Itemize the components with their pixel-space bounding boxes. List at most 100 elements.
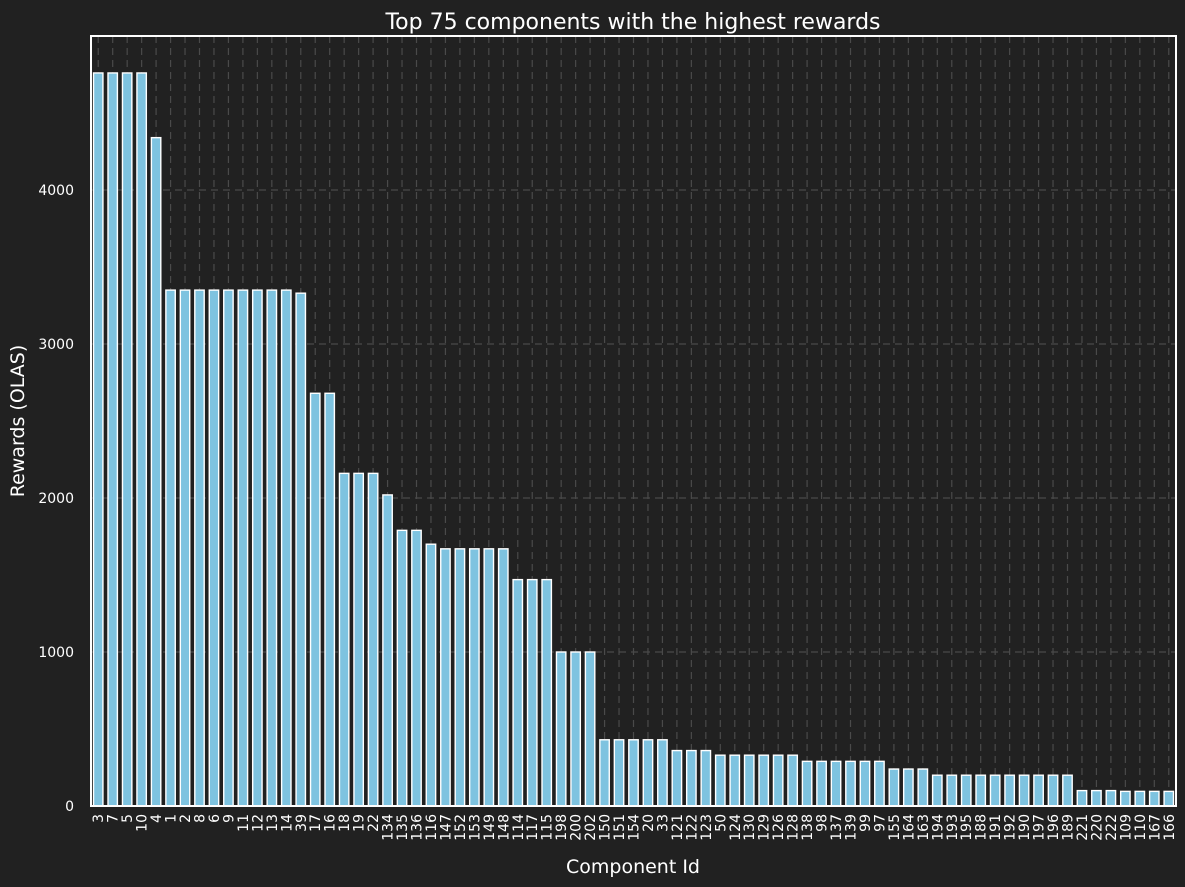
bar-191 bbox=[989, 774, 1001, 807]
bar-117 bbox=[526, 578, 538, 807]
x-tick-label: 197 bbox=[1032, 814, 1048, 841]
bar-194 bbox=[931, 774, 943, 807]
x-tick-label: 190 bbox=[1017, 814, 1033, 841]
bar-151 bbox=[613, 739, 625, 807]
bar-9 bbox=[223, 289, 234, 807]
bar-193 bbox=[946, 774, 958, 807]
bar-192 bbox=[1004, 774, 1016, 807]
x-tick-label: 191 bbox=[988, 814, 1004, 841]
x-tick-label: 195 bbox=[959, 814, 975, 841]
bar-189 bbox=[1062, 774, 1073, 807]
x-tick-label: 7 bbox=[106, 814, 122, 823]
x-tick-label: 134 bbox=[381, 814, 397, 841]
x-tick-label: 114 bbox=[511, 814, 527, 841]
bar-149 bbox=[483, 548, 495, 807]
bar-126 bbox=[772, 754, 784, 807]
x-tick-label: 122 bbox=[684, 814, 700, 841]
x-tick-label: 115 bbox=[540, 814, 556, 841]
x-tick-label: 135 bbox=[395, 814, 411, 841]
x-tick-label: 50 bbox=[713, 814, 729, 832]
x-tick-label: 222 bbox=[1104, 814, 1120, 841]
bar-122 bbox=[685, 749, 697, 807]
x-tick-label: 121 bbox=[670, 814, 686, 841]
bar-16 bbox=[324, 392, 336, 807]
bar-17 bbox=[309, 392, 321, 807]
bar-166 bbox=[1163, 790, 1175, 807]
bar-116 bbox=[425, 543, 437, 807]
x-tick-label: 147 bbox=[438, 814, 454, 841]
x-tick-label: 4 bbox=[149, 814, 165, 823]
y-tick-label: 4000 bbox=[38, 183, 74, 199]
x-tick-label: 220 bbox=[1089, 814, 1105, 841]
bar-148 bbox=[497, 548, 509, 807]
bar-123 bbox=[700, 749, 712, 807]
bars-layer bbox=[92, 72, 1175, 807]
bar-8 bbox=[194, 289, 205, 807]
bar-164 bbox=[902, 768, 914, 807]
x-ticks: 3751041286911121314391716181922134135136… bbox=[91, 814, 1178, 841]
bar-2 bbox=[179, 289, 191, 807]
bar-221 bbox=[1076, 789, 1088, 807]
bar-198 bbox=[555, 651, 567, 807]
bar-121 bbox=[671, 749, 683, 807]
x-tick-label: 2 bbox=[178, 814, 194, 823]
bar-188 bbox=[975, 774, 987, 807]
bar-155 bbox=[888, 768, 900, 807]
y-tick-label: 1000 bbox=[38, 645, 74, 661]
x-tick-label: 155 bbox=[887, 814, 903, 841]
bar-13 bbox=[266, 289, 278, 807]
bar-11 bbox=[237, 289, 249, 807]
x-tick-label: 154 bbox=[627, 814, 643, 841]
x-tick-label: 98 bbox=[815, 814, 831, 832]
x-tick-label: 3 bbox=[91, 814, 107, 823]
x-tick-label: 193 bbox=[945, 814, 961, 841]
x-tick-label: 5 bbox=[120, 814, 136, 823]
bar-220 bbox=[1091, 789, 1102, 807]
bar-22 bbox=[367, 472, 379, 807]
bar-12 bbox=[251, 289, 263, 807]
bar-138 bbox=[801, 760, 813, 807]
bar-109 bbox=[1119, 790, 1131, 807]
bar-19 bbox=[353, 472, 365, 807]
x-tick-label: 117 bbox=[525, 814, 541, 841]
x-tick-label: 116 bbox=[424, 814, 440, 841]
bar-97 bbox=[874, 760, 885, 807]
x-tick-label: 12 bbox=[250, 814, 266, 832]
chart-title: Top 75 components with the highest rewar… bbox=[384, 10, 880, 35]
bar-222 bbox=[1105, 789, 1117, 807]
bar-114 bbox=[512, 578, 524, 807]
bar-196 bbox=[1047, 774, 1059, 807]
bar-115 bbox=[541, 578, 553, 807]
bar-99 bbox=[859, 760, 871, 807]
bar-1 bbox=[165, 289, 176, 807]
x-tick-label: 192 bbox=[1003, 814, 1019, 841]
x-tick-label: 150 bbox=[598, 814, 614, 841]
x-tick-label: 137 bbox=[829, 814, 845, 841]
x-tick-label: 126 bbox=[771, 814, 787, 841]
x-tick-label: 188 bbox=[974, 814, 990, 841]
bar-7 bbox=[107, 72, 119, 807]
bar-135 bbox=[396, 529, 408, 807]
bar-137 bbox=[830, 760, 842, 807]
x-tick-label: 166 bbox=[1162, 814, 1178, 841]
plot-frame bbox=[90, 35, 1177, 807]
x-tick-label: 123 bbox=[699, 814, 715, 841]
x-tick-label: 10 bbox=[135, 814, 151, 832]
y-tick-label: 0 bbox=[65, 799, 74, 815]
bar-10 bbox=[136, 72, 148, 807]
x-tick-label: 20 bbox=[641, 814, 657, 832]
x-tick-label: 129 bbox=[757, 814, 773, 841]
x-tick-label: 128 bbox=[786, 814, 802, 841]
x-tick-label: 11 bbox=[236, 814, 252, 832]
x-tick-label: 109 bbox=[1118, 814, 1134, 841]
bar-202 bbox=[584, 651, 596, 807]
x-tick-label: 1 bbox=[164, 814, 180, 823]
x-tick-label: 6 bbox=[207, 814, 223, 823]
bar-110 bbox=[1134, 790, 1146, 807]
bar-147 bbox=[440, 548, 451, 807]
y-ticks: 0 1000 2000 3000 4000 bbox=[38, 183, 74, 815]
x-tick-label: 194 bbox=[930, 814, 946, 841]
y-tick-label: 2000 bbox=[38, 491, 74, 507]
x-tick-label: 153 bbox=[467, 814, 483, 841]
